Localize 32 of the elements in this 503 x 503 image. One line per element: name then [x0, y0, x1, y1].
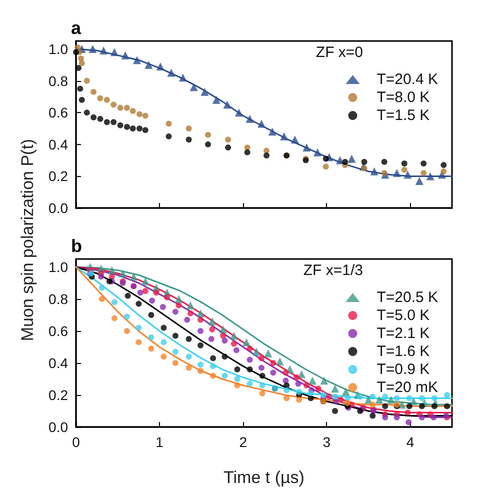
y-tick-label: 1.0 [48, 40, 68, 57]
x-tick-label: 0 [72, 434, 80, 450]
chart-title: a [71, 18, 82, 38]
legend-label: T=1.5 K [376, 107, 430, 124]
legend-label: T=8.0 K [376, 89, 430, 106]
y-axis-title: Muon spin polarization P(t) [18, 138, 38, 342]
x-tick-label: 3 [322, 434, 331, 450]
y-tick-label: 0.2 [48, 168, 68, 184]
legend-label: T=2.1 K [376, 325, 430, 342]
y-tick-label: 0.8 [48, 291, 68, 307]
legend-label: T=20.4 K [376, 71, 438, 88]
chart-title: b [71, 236, 82, 256]
x-axis-title: Time t (µs) [224, 468, 304, 487]
legend-label: T=20 mK [376, 379, 438, 396]
y-tick-label: 1.0 [48, 259, 68, 275]
legend-label: T=0.9 K [376, 361, 430, 378]
y-tick-label: 0.0 [48, 200, 68, 216]
legend-title: ZF x=0 [316, 44, 364, 61]
y-tick-label: 0.6 [48, 323, 68, 339]
legend-title: ZF x=1/3 [303, 262, 364, 279]
y-tick-label: 0.4 [48, 136, 68, 152]
x-tick-label: 1 [156, 434, 164, 450]
legend-label: T=20.5 K [376, 289, 438, 306]
y-tick-label: 0.6 [48, 104, 68, 121]
y-tick-label: 0.2 [48, 387, 68, 403]
x-tick-label: 2 [239, 434, 248, 450]
y-tick-label: 0.8 [48, 72, 68, 89]
x-tick-label: 4 [406, 434, 414, 450]
legend-label: T=5.0 K [376, 307, 430, 324]
y-tick-label: 0.4 [48, 355, 68, 371]
y-tick-label: 0.0 [48, 419, 68, 435]
legend-label: T=1.6 K [376, 343, 430, 360]
